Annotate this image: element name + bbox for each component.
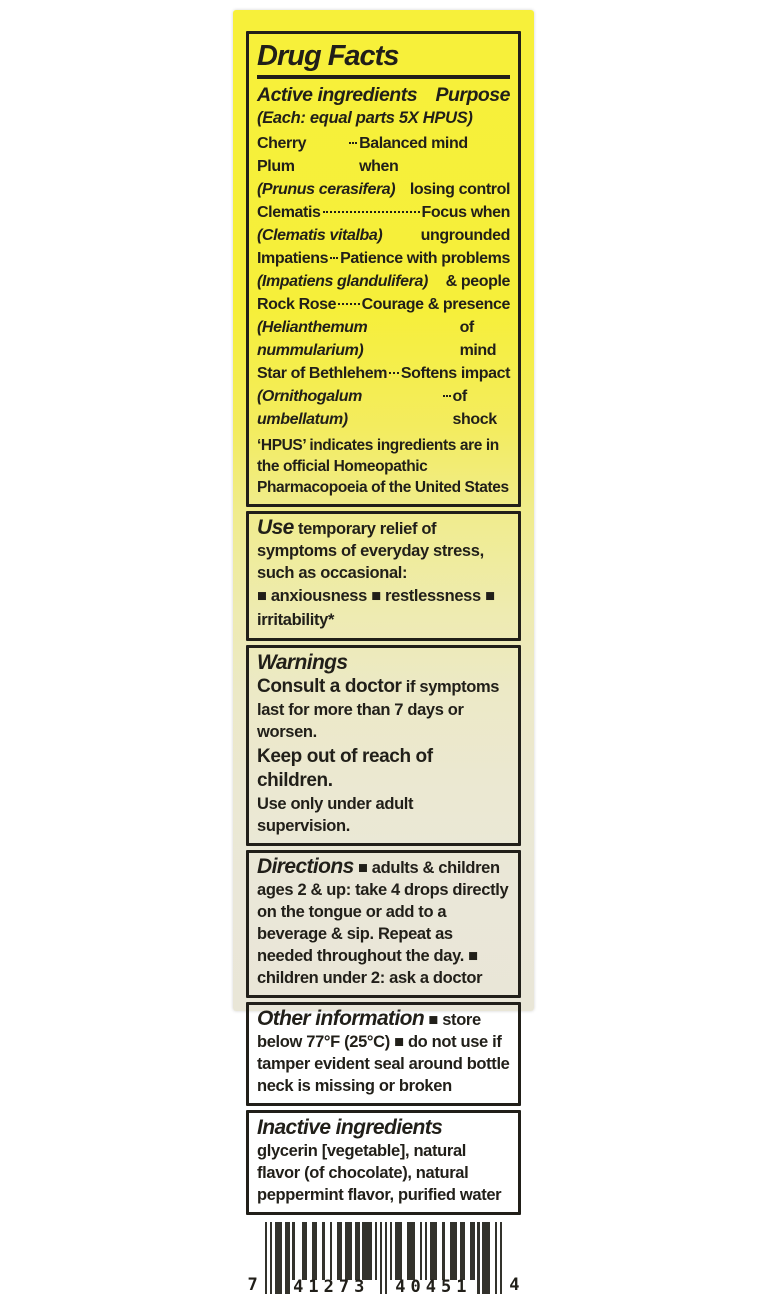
- barcode-left-group: 41273: [293, 1277, 370, 1297]
- ingredient-purpose-cont: ungrounded: [420, 227, 511, 244]
- ingredient-row: Impatiens Patience with problems (Impati…: [257, 247, 510, 293]
- ingredient-name: Clematis: [257, 204, 321, 221]
- ingredient-purpose-cont: of mind: [459, 319, 497, 359]
- column-headers: Active ingredients Purpose: [257, 83, 510, 108]
- active-ingredients-panel: Drug Facts Active ingredients Purpose (E…: [246, 31, 521, 507]
- ingredient-name: Star of Bethlehem: [257, 365, 388, 382]
- dotted-leader: [330, 257, 339, 259]
- dotted-leader: [442, 395, 451, 397]
- use-bullets: ■ anxiousness ■ restlessness ■ irritabil…: [257, 587, 495, 629]
- barcode-right-digit: 4: [509, 1275, 520, 1295]
- upc-barcode: 7 41273 40451 4: [246, 1222, 521, 1297]
- directions-panel: Directions ■ adults & children ages 2 & …: [246, 850, 521, 998]
- ingredient-purpose-cont: of shock: [452, 388, 498, 428]
- consult-doctor-rest: if symptoms last for more than 7 days or…: [257, 678, 500, 741]
- warnings-panel: Warnings Consult a doctor if symptoms la…: [246, 645, 521, 846]
- ingredient-latin: (Helianthemum nummularium): [257, 319, 368, 359]
- inactive-ingredients-text: glycerin [vegetable], natural flavor (of…: [257, 1142, 502, 1204]
- title-rule: [257, 75, 510, 79]
- use-panel: Use temporary relief of symptoms of ever…: [246, 511, 521, 641]
- inactive-ingredients-panel: Inactive ingredients glycerin [vegetable…: [246, 1110, 521, 1215]
- hpus-footnote: ‘HPUS’ indicates ingredients are in the …: [257, 437, 509, 496]
- ingredient-latin: (Clematis vitalba): [257, 227, 383, 244]
- use-heading: Use: [257, 516, 294, 539]
- dotted-leader: [338, 303, 360, 305]
- dotted-leader: [389, 372, 399, 374]
- each-note: (Each: equal parts 5X HPUS): [257, 109, 473, 127]
- ingredient-row: Cherry Plum Balanced mind when (Prunus c…: [257, 132, 510, 201]
- dotted-leader: [322, 211, 420, 213]
- ingredient-name: Impatiens: [257, 250, 329, 267]
- drug-facts-label: Drug Facts Active ingredients Purpose (E…: [233, 10, 534, 1297]
- directions-text: ■ adults & children ages 2 & up: take 4 …: [257, 859, 509, 987]
- barcode-right-group: 40451: [395, 1277, 472, 1297]
- ingredient-latin: (Prunus cerasifera): [257, 181, 396, 198]
- dotted-leader: [349, 142, 358, 144]
- warnings-heading: Warnings: [257, 651, 348, 674]
- ingredient-purpose: Balanced mind when: [359, 135, 468, 175]
- keep-out-of-reach-text: Keep out of reach of children.: [257, 746, 433, 791]
- other-information-heading: Other information: [257, 1007, 425, 1030]
- ingredient-latin: (Ornithogalum umbellatum): [257, 388, 363, 428]
- barcode-left-digit: 7: [247, 1275, 258, 1295]
- ingredient-purpose-cont: & people: [445, 273, 511, 290]
- ingredient-purpose: Softens impact: [400, 365, 510, 382]
- ingredient-purpose-cont: losing control: [409, 181, 511, 198]
- ingredient-latin: (Impatiens glandulifera): [257, 273, 428, 290]
- ingredient-name: Rock Rose: [257, 296, 337, 313]
- ingredient-name: Cherry Plum: [257, 135, 307, 175]
- ingredient-purpose: Focus when: [421, 204, 511, 221]
- ingredient-row: Rock Rose Courage & presence (Helianthem…: [257, 293, 510, 362]
- inactive-ingredients-heading: Inactive ingredients: [257, 1116, 443, 1139]
- ingredient-purpose: Courage & presence: [361, 296, 511, 313]
- adult-supervision-text: Use only under adult supervision.: [257, 795, 414, 835]
- directions-heading: Directions: [257, 855, 354, 878]
- ingredient-row: Star of Bethlehem Softens impact (Ornith…: [257, 362, 510, 431]
- drug-facts-title: Drug Facts: [257, 40, 399, 72]
- purpose-heading: Purpose: [435, 84, 510, 106]
- page-background: { "label": { "colors": { "ink": "#211f19…: [233, 10, 534, 1297]
- ingredient-row: Clematis Focus when (Clematis vitalba) u…: [257, 201, 510, 247]
- use-text: temporary relief of symptoms of everyday…: [257, 520, 484, 582]
- consult-doctor-text: Consult a doctor: [257, 676, 402, 697]
- ingredient-purpose: Patience with problems: [340, 250, 511, 267]
- active-ingredients-heading: Active ingredients: [257, 84, 418, 106]
- other-information-panel: Other information ■ store below 77°F (25…: [246, 1002, 521, 1106]
